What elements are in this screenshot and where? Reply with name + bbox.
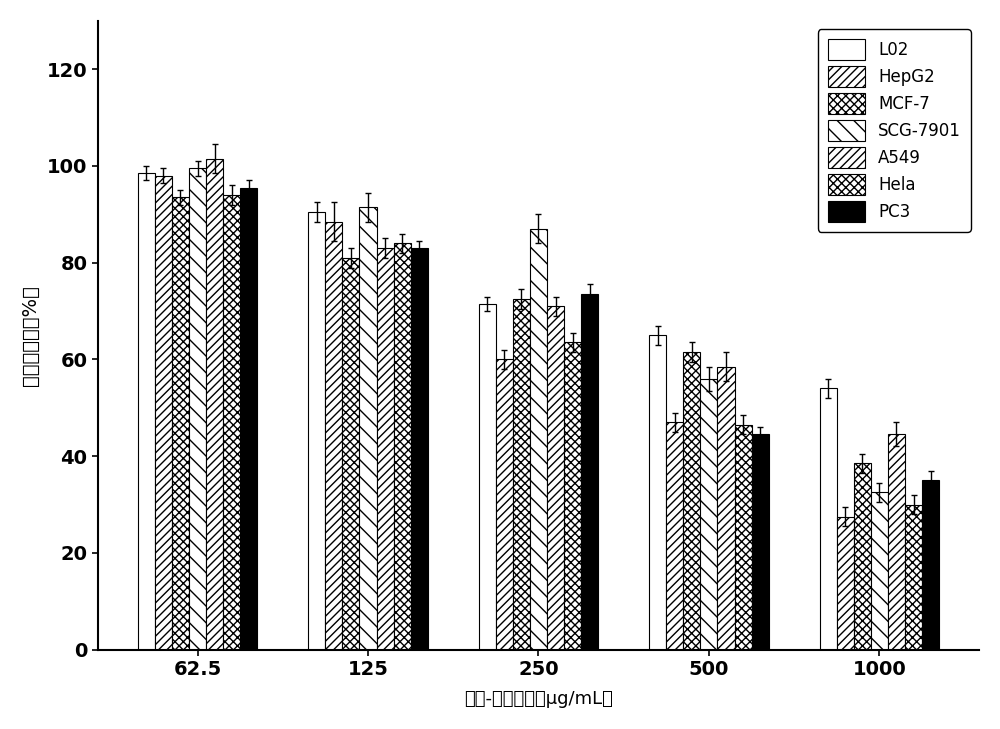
Bar: [530, 229, 547, 650]
Bar: [888, 434, 905, 650]
Bar: [735, 425, 752, 650]
Legend: L02, HepG2, MCF-7, SCG-7901, A549, Hela, PC3: L02, HepG2, MCF-7, SCG-7901, A549, Hela,…: [818, 29, 971, 232]
Bar: [513, 299, 530, 650]
Bar: [547, 306, 564, 650]
Bar: [683, 352, 700, 650]
Bar: [700, 379, 717, 650]
Bar: [837, 517, 854, 650]
Bar: [206, 159, 223, 650]
Bar: [905, 504, 922, 650]
Bar: [359, 207, 377, 650]
X-axis label: 多糖-锇髥合物（μg/mL）: 多糖-锇髥合物（μg/mL）: [464, 690, 613, 708]
Bar: [871, 492, 888, 650]
Bar: [172, 198, 189, 650]
Bar: [752, 434, 769, 650]
Bar: [308, 212, 325, 650]
Bar: [717, 367, 735, 650]
Bar: [155, 176, 172, 650]
Bar: [394, 243, 411, 650]
Bar: [342, 258, 359, 650]
Bar: [496, 359, 513, 650]
Bar: [138, 174, 155, 650]
Bar: [411, 248, 428, 650]
Y-axis label: 细胞存活率（%）: 细胞存活率（%）: [21, 285, 40, 386]
Bar: [377, 248, 394, 650]
Bar: [649, 335, 666, 650]
Bar: [240, 187, 257, 650]
Bar: [564, 343, 581, 650]
Bar: [820, 389, 837, 650]
Bar: [189, 168, 206, 650]
Bar: [666, 422, 683, 650]
Bar: [854, 464, 871, 650]
Bar: [479, 304, 496, 650]
Bar: [325, 222, 342, 650]
Bar: [581, 294, 598, 650]
Bar: [922, 480, 939, 650]
Bar: [223, 195, 240, 650]
